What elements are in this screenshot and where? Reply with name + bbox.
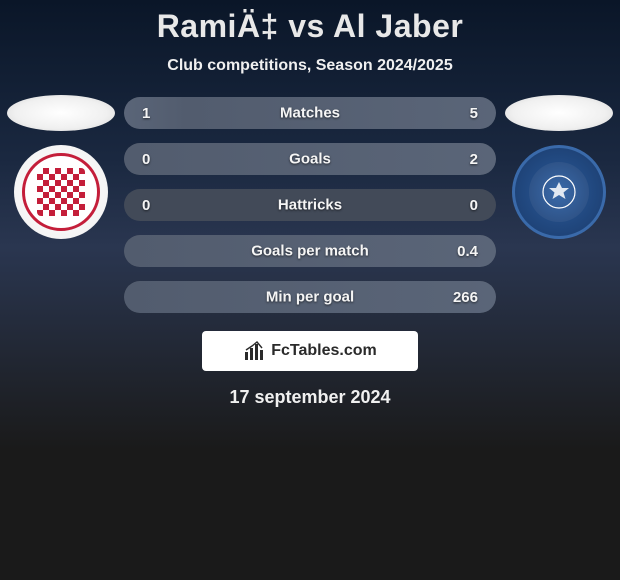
stat-value-right: 0.4	[448, 243, 478, 260]
stat-value-right: 2	[448, 151, 478, 168]
main-row: 1 Matches 5 0 Goals 2 0 Hattricks 0 Goals per mat…	[0, 95, 620, 313]
football-club-icon	[541, 174, 577, 210]
brand-text: FcTables.com	[271, 342, 377, 360]
stat-label: Matches	[280, 105, 340, 122]
stat-value-left: 1	[142, 105, 172, 122]
stat-row: Min per goal 266	[124, 281, 496, 313]
stat-label: Goals per match	[251, 243, 369, 260]
page-title: RamiÄ‡ vs Al Jaber	[157, 8, 464, 45]
checker-shield-icon	[37, 168, 85, 216]
stats-column: 1 Matches 5 0 Goals 2 0 Hattricks 0 Goals per mat…	[116, 97, 504, 313]
stat-value-right: 0	[448, 197, 478, 214]
stat-value-right: 5	[448, 105, 478, 122]
stat-value-left: 0	[142, 151, 172, 168]
stat-row: 0 Goals 2	[124, 143, 496, 175]
left-team-badge	[14, 145, 108, 239]
stat-label: Hattricks	[278, 197, 342, 214]
date-label: 17 september 2024	[229, 387, 390, 408]
stat-value-left: 0	[142, 197, 172, 214]
stat-value-right: 266	[448, 289, 478, 306]
right-team-col	[504, 95, 614, 239]
stat-row: Goals per match 0.4	[124, 235, 496, 267]
right-photo-placeholder	[505, 95, 613, 131]
stat-label: Min per goal	[266, 289, 354, 306]
left-photo-placeholder	[7, 95, 115, 131]
stat-label: Goals	[289, 151, 331, 168]
page-subtitle: Club competitions, Season 2024/2025	[167, 57, 452, 75]
stat-row: 0 Hattricks 0	[124, 189, 496, 221]
brand-chart-icon	[243, 340, 265, 362]
left-badge-inner	[22, 153, 100, 231]
stat-row: 1 Matches 5	[124, 97, 496, 129]
left-team-col	[6, 95, 116, 239]
right-badge-inner	[529, 162, 589, 222]
right-team-badge	[512, 145, 606, 239]
brand-box[interactable]: FcTables.com	[202, 331, 418, 371]
comparison-card: RamiÄ‡ vs Al Jaber Club competitions, Se…	[0, 0, 620, 450]
